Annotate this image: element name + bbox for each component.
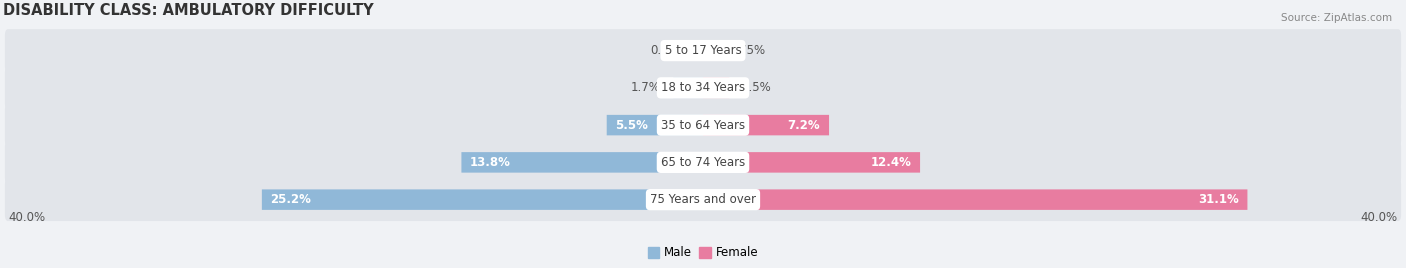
Legend: Male, Female: Male, Female bbox=[643, 242, 763, 264]
Text: 0.21%: 0.21% bbox=[650, 44, 688, 57]
Text: DISABILITY CLASS: AMBULATORY DIFFICULTY: DISABILITY CLASS: AMBULATORY DIFFICULTY bbox=[3, 3, 374, 18]
Text: 75 Years and over: 75 Years and over bbox=[650, 193, 756, 206]
Text: 7.2%: 7.2% bbox=[787, 119, 820, 132]
FancyBboxPatch shape bbox=[673, 78, 703, 98]
FancyBboxPatch shape bbox=[4, 178, 1402, 221]
FancyBboxPatch shape bbox=[4, 66, 1402, 109]
Text: 40.0%: 40.0% bbox=[8, 211, 45, 224]
Text: 25.2%: 25.2% bbox=[270, 193, 312, 206]
Text: 13.8%: 13.8% bbox=[470, 156, 510, 169]
Text: 1.7%: 1.7% bbox=[631, 81, 661, 94]
Text: 40.0%: 40.0% bbox=[1361, 211, 1398, 224]
Text: 1.5%: 1.5% bbox=[741, 81, 772, 94]
FancyBboxPatch shape bbox=[4, 29, 1402, 72]
Text: 31.1%: 31.1% bbox=[1198, 193, 1239, 206]
FancyBboxPatch shape bbox=[699, 40, 703, 61]
Text: 35 to 64 Years: 35 to 64 Years bbox=[661, 119, 745, 132]
FancyBboxPatch shape bbox=[262, 189, 703, 210]
Text: 5.5%: 5.5% bbox=[616, 119, 648, 132]
Text: 0.75%: 0.75% bbox=[728, 44, 765, 57]
Text: 18 to 34 Years: 18 to 34 Years bbox=[661, 81, 745, 94]
FancyBboxPatch shape bbox=[461, 152, 703, 173]
Text: 12.4%: 12.4% bbox=[870, 156, 911, 169]
FancyBboxPatch shape bbox=[703, 78, 730, 98]
Text: 65 to 74 Years: 65 to 74 Years bbox=[661, 156, 745, 169]
Text: Source: ZipAtlas.com: Source: ZipAtlas.com bbox=[1281, 13, 1392, 23]
FancyBboxPatch shape bbox=[4, 141, 1402, 184]
FancyBboxPatch shape bbox=[607, 115, 703, 135]
FancyBboxPatch shape bbox=[4, 104, 1402, 147]
FancyBboxPatch shape bbox=[703, 189, 1247, 210]
FancyBboxPatch shape bbox=[703, 115, 830, 135]
Text: 5 to 17 Years: 5 to 17 Years bbox=[665, 44, 741, 57]
FancyBboxPatch shape bbox=[703, 40, 716, 61]
FancyBboxPatch shape bbox=[703, 152, 920, 173]
